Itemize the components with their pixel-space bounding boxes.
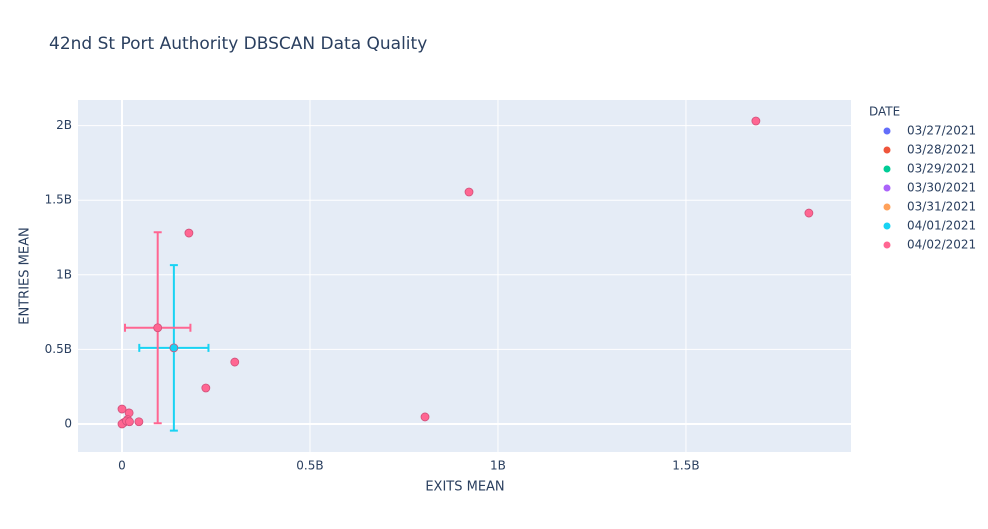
legend-marker [883,165,891,173]
legend-label: 03/30/2021 [907,181,976,195]
x-tick-label: 0 [118,459,126,473]
point [464,187,474,197]
legend-label: 03/28/2021 [907,143,976,157]
y-tick-label: 1.5B [45,193,72,207]
x-axis-title: EXITS MEAN [425,480,504,495]
legend-marker [883,146,891,154]
point [134,417,144,427]
y-tick-label: 2B [56,118,72,132]
x-tick-label: 1B [490,459,506,473]
legend-marker [883,184,891,192]
y-tick-label: 1B [56,267,72,281]
legend-marker [883,241,891,249]
legend-label: 03/31/2021 [907,200,976,214]
legend-label: 03/27/2021 [907,124,976,138]
chart-title: 42nd St Port Authority DBSCAN Data Quali… [49,34,427,54]
point [117,404,127,414]
y-tick-label: 0.5B [45,342,72,356]
legend-marker [883,127,891,135]
plot-background [78,100,851,452]
y-tick-label: 0 [64,416,72,430]
legend-title: DATE [869,105,900,119]
x-tick-label: 0.5B [296,459,323,473]
point [125,417,134,427]
point [169,343,179,353]
legend-label: 04/01/2021 [907,219,976,233]
point [184,228,194,238]
legend-marker [883,203,891,211]
point [153,323,163,333]
legend-marker [883,222,891,230]
point [230,357,240,367]
point [751,116,761,126]
x-tick-label: 1.5B [672,459,699,473]
point [420,412,430,422]
y-axis-title: ENTRIES MEAN [18,227,33,324]
legend-label: 03/29/2021 [907,162,976,176]
point [804,208,814,218]
point [201,383,211,393]
legend-label: 04/02/2021 [907,238,976,252]
